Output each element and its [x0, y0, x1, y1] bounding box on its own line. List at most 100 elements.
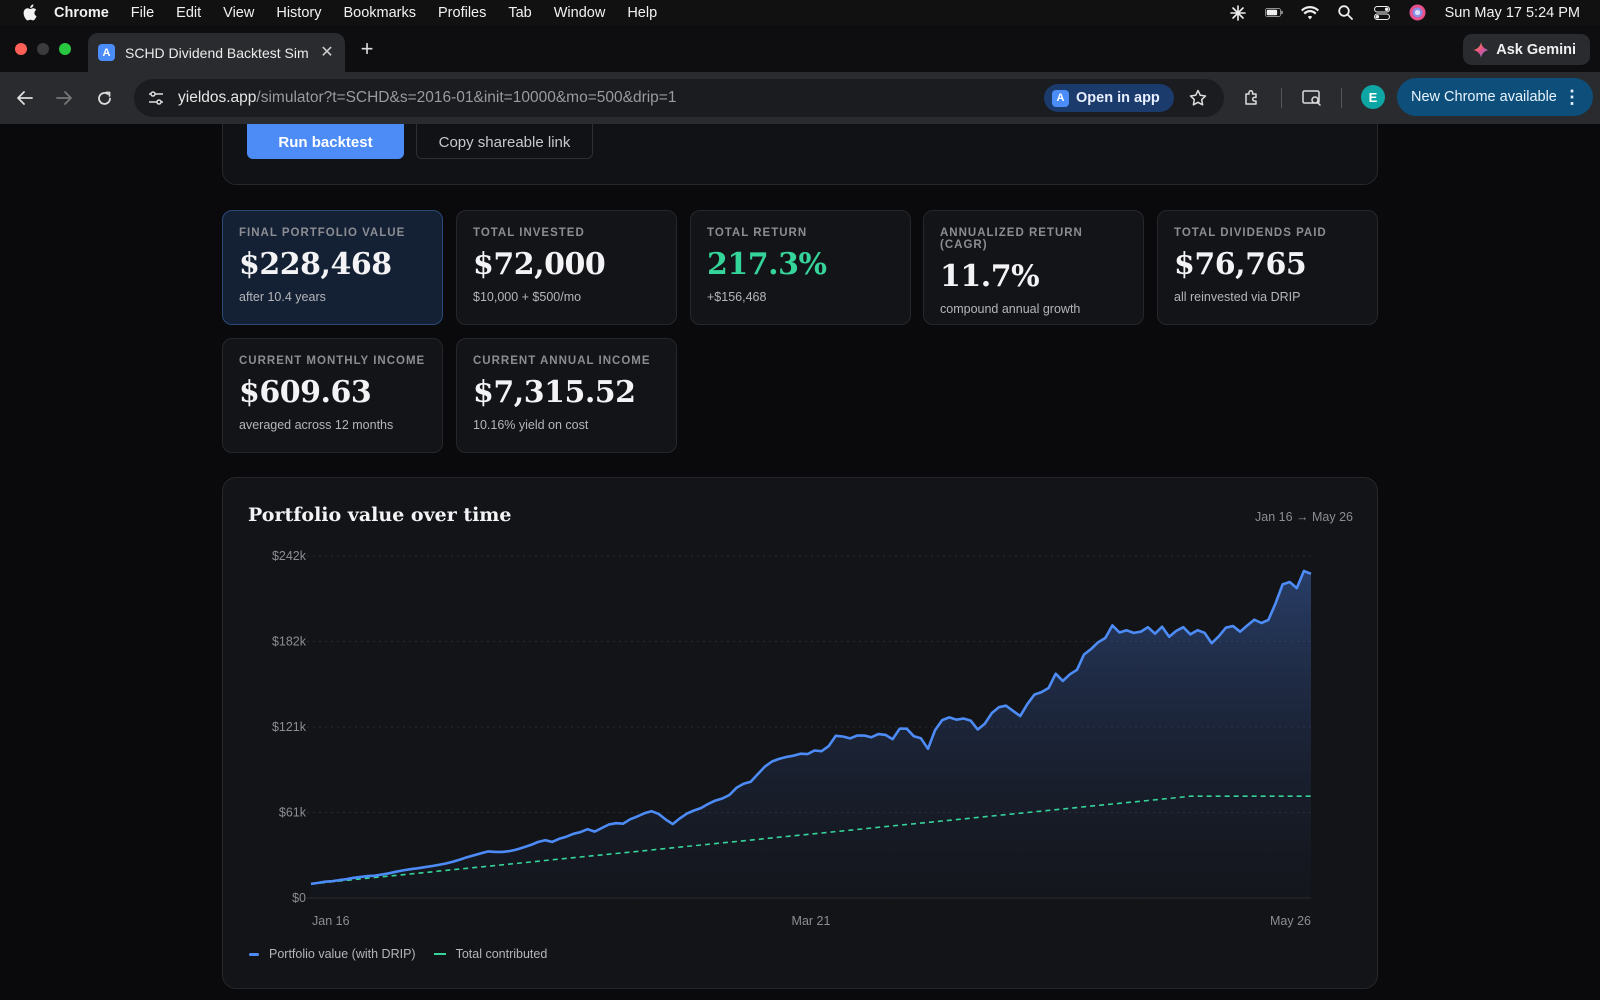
stat-subtext: averaged across 12 months: [239, 418, 394, 432]
bookmark-star-icon[interactable]: [1187, 87, 1209, 109]
stat-card-cagr: ANNUALIZED RETURN (CAGR) 11.7% compound …: [923, 210, 1144, 325]
stat-value: 11.7%: [940, 259, 1040, 294]
x-tick-label: Mar 21: [792, 914, 831, 928]
battery-icon[interactable]: [1264, 5, 1283, 21]
stat-subtext: after 10.4 years: [239, 290, 326, 304]
stat-subtext: $10,000 + $500/mo: [473, 290, 582, 304]
stat-subtext: all reinvested via DRIP: [1174, 290, 1301, 304]
stat-label: TOTAL DIVIDENDS PAID: [1174, 227, 1327, 239]
stat-value: $7,315.52: [473, 375, 636, 410]
yieldos-favicon-icon: A: [98, 44, 115, 61]
stat-label: FINAL PORTFOLIO VALUE: [239, 227, 406, 239]
menu-file[interactable]: File: [130, 4, 155, 21]
extensions-puzzle-icon[interactable]: [1240, 86, 1264, 110]
control-center-icon[interactable]: [1373, 5, 1391, 21]
chart-title: Portfolio value over time: [248, 504, 512, 526]
menu-help[interactable]: Help: [627, 4, 658, 21]
simulator-page: Run backtest Copy shareable link FINAL P…: [0, 124, 1600, 1000]
menu-profiles[interactable]: Profiles: [438, 4, 487, 21]
x-tick-label: May 26: [1270, 914, 1311, 928]
menu-window[interactable]: Window: [553, 4, 606, 21]
app-icon: A: [1052, 89, 1069, 107]
stat-subtext: +$156,468: [707, 290, 767, 304]
stat-card-monthly-income: CURRENT MONTHLY INCOME $609.63 averaged …: [222, 338, 443, 453]
close-tab-icon[interactable]: ✕: [320, 43, 334, 61]
chart-legend: Portfolio value (with DRIP) Total contri…: [249, 947, 547, 961]
wifi-icon[interactable]: [1300, 5, 1319, 21]
active-tab[interactable]: A SCHD Dividend Backtest Sim ✕: [88, 33, 345, 72]
minimize-window-button[interactable]: [37, 43, 49, 55]
menu-tab[interactable]: Tab: [508, 4, 532, 21]
more-options-icon[interactable]: ⋮: [1563, 87, 1581, 107]
stat-value: $609.63: [239, 375, 372, 410]
stat-value: 217.3%: [707, 247, 827, 282]
stat-subtext: 10.16% yield on cost: [473, 418, 589, 432]
stat-label: CURRENT MONTHLY INCOME: [239, 355, 426, 367]
menubar-clock[interactable]: Sun May 17 5:24 PM: [1444, 4, 1580, 21]
portfolio-chart-card: $242k $182k $121k $61k $0 Jan 16 Mar 21 May 26…: [222, 477, 1378, 989]
toolbar-divider: [1341, 88, 1342, 108]
reload-icon[interactable]: [92, 86, 116, 110]
stat-label: TOTAL RETURN: [707, 227, 808, 239]
legend-swatch-contributed: [433, 953, 446, 955]
menu-edit[interactable]: Edit: [176, 4, 202, 21]
site-settings-icon[interactable]: [146, 88, 166, 108]
open-in-app-label: Open in app: [1076, 90, 1160, 106]
apple-logo-icon[interactable]: [20, 3, 40, 23]
portfolio-area: [311, 571, 1311, 898]
stat-card-total-return: TOTAL RETURN 217.3% +$156,468: [690, 210, 911, 325]
new-chrome-available-button[interactable]: New Chrome available ⋮: [1397, 78, 1593, 116]
forward-arrow-icon[interactable]: [52, 86, 76, 110]
siri-icon[interactable]: [1409, 4, 1427, 21]
stat-label: CURRENT ANNUAL INCOME: [473, 355, 651, 367]
gemini-sparkle-icon: [1473, 41, 1490, 58]
tab-title: SCHD Dividend Backtest Sim: [125, 44, 309, 61]
stat-card-total-invested: TOTAL INVESTED $72,000 $10,000 + $500/mo: [456, 210, 677, 325]
stat-card-final-value: FINAL PORTFOLIO VALUE $228,468 after 10.…: [222, 210, 443, 325]
cast-search-icon[interactable]: [1300, 86, 1324, 110]
macos-menubar: Chrome File Edit View History Bookmarks …: [0, 0, 1600, 25]
chart-date-range: Jan 16 → May 26: [1255, 510, 1353, 524]
back-arrow-icon[interactable]: [13, 86, 37, 110]
url-path: /simulator?t=SCHD&s=2016-01&init=10000&m…: [256, 89, 677, 106]
legend-label-portfolio: Portfolio value (with DRIP): [269, 947, 416, 961]
ask-gemini-label: Ask Gemini: [1496, 41, 1576, 58]
profile-avatar[interactable]: E: [1361, 85, 1385, 109]
legend-label-contributed: Total contributed: [455, 947, 548, 961]
copy-shareable-link-button[interactable]: Copy shareable link: [416, 124, 593, 159]
stat-label: ANNUALIZED RETURN (CAGR): [940, 227, 1083, 251]
contributed-series-line: [310, 795, 1311, 885]
menu-bookmarks[interactable]: Bookmarks: [343, 4, 416, 21]
spotlight-search-icon[interactable]: [1337, 5, 1355, 21]
zoom-window-button[interactable]: [59, 43, 71, 55]
ask-gemini-button[interactable]: Ask Gemini: [1463, 34, 1590, 65]
stat-value: $76,765: [1174, 247, 1307, 282]
portfolio-chart: $242k $182k $121k $61k $0 Jan 16 Mar 21 May 26: [272, 549, 1312, 928]
address-bar[interactable]: yieldos.app/simulator?t=SCHD&s=2016-01&i…: [134, 79, 1224, 117]
stat-subtext: compound annual growth: [940, 302, 1081, 316]
menu-app-name[interactable]: Chrome: [54, 4, 109, 21]
stat-value: $72,000: [473, 247, 606, 282]
y-tick-label: $0: [292, 891, 306, 905]
new-tab-icon[interactable]: +: [360, 36, 374, 61]
url-host: yieldos.app: [178, 89, 257, 106]
legend-swatch-portfolio: [249, 952, 259, 956]
y-tick-label: $61k: [279, 806, 307, 820]
y-tick-label: $121k: [272, 720, 307, 734]
menu-history[interactable]: History: [276, 4, 322, 21]
portfolio-series-line: [310, 569, 1312, 886]
y-tick-label: $182k: [272, 635, 307, 649]
stat-card-total-dividends: TOTAL DIVIDENDS PAID $76,765 all reinves…: [1157, 210, 1378, 325]
open-in-app-button[interactable]: A Open in app: [1044, 84, 1174, 112]
update-label: New Chrome available: [1411, 89, 1557, 105]
url-text[interactable]: yieldos.app/simulator?t=SCHD&s=2016-01&i…: [178, 89, 1224, 107]
backtest-form-card: [222, 124, 1378, 185]
claude-status-icon[interactable]: [1229, 4, 1247, 21]
menu-view[interactable]: View: [223, 4, 255, 21]
window-controls: [15, 43, 71, 55]
y-tick-label: $242k: [272, 549, 307, 563]
browser-toolbar: yieldos.app/simulator?t=SCHD&s=2016-01&i…: [0, 72, 1600, 124]
run-backtest-button[interactable]: Run backtest: [247, 124, 404, 159]
close-window-button[interactable]: [15, 43, 27, 55]
stat-label: TOTAL INVESTED: [473, 227, 585, 239]
